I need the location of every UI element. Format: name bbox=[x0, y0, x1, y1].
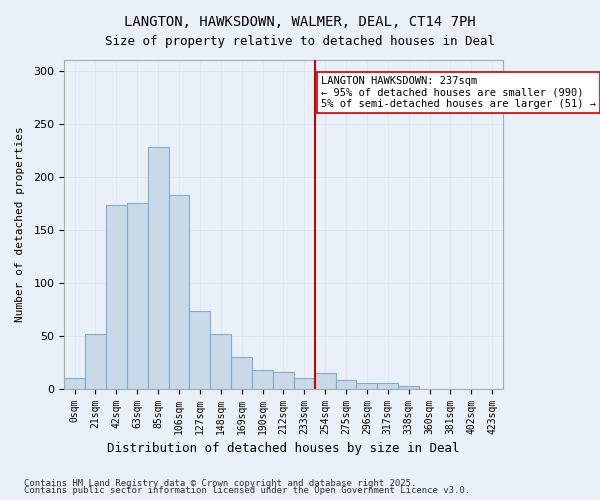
Bar bbox=[64, 378, 85, 388]
X-axis label: Distribution of detached houses by size in Deal: Distribution of detached houses by size … bbox=[107, 442, 460, 455]
Bar bbox=[356, 384, 377, 388]
Bar bbox=[273, 372, 294, 388]
Bar bbox=[148, 147, 169, 388]
Bar bbox=[252, 370, 273, 388]
Bar bbox=[85, 334, 106, 388]
Bar bbox=[211, 334, 231, 388]
Text: LANGTON HAWKSDOWN: 237sqm
← 95% of detached houses are smaller (990)
5% of semi-: LANGTON HAWKSDOWN: 237sqm ← 95% of detac… bbox=[321, 76, 596, 109]
Bar bbox=[231, 357, 252, 388]
Bar bbox=[106, 206, 127, 388]
Text: Size of property relative to detached houses in Deal: Size of property relative to detached ho… bbox=[105, 35, 495, 48]
Bar bbox=[169, 194, 190, 388]
Text: Contains HM Land Registry data © Crown copyright and database right 2025.: Contains HM Land Registry data © Crown c… bbox=[24, 478, 416, 488]
Y-axis label: Number of detached properties: Number of detached properties bbox=[15, 126, 25, 322]
Text: Contains public sector information licensed under the Open Government Licence v3: Contains public sector information licen… bbox=[24, 486, 470, 495]
Bar bbox=[294, 378, 315, 388]
Bar bbox=[315, 373, 335, 388]
Bar bbox=[398, 386, 419, 388]
Bar bbox=[377, 384, 398, 388]
Text: LANGTON, HAWKSDOWN, WALMER, DEAL, CT14 7PH: LANGTON, HAWKSDOWN, WALMER, DEAL, CT14 7… bbox=[124, 15, 476, 29]
Bar bbox=[190, 312, 211, 388]
Bar bbox=[335, 380, 356, 388]
Bar bbox=[127, 203, 148, 388]
